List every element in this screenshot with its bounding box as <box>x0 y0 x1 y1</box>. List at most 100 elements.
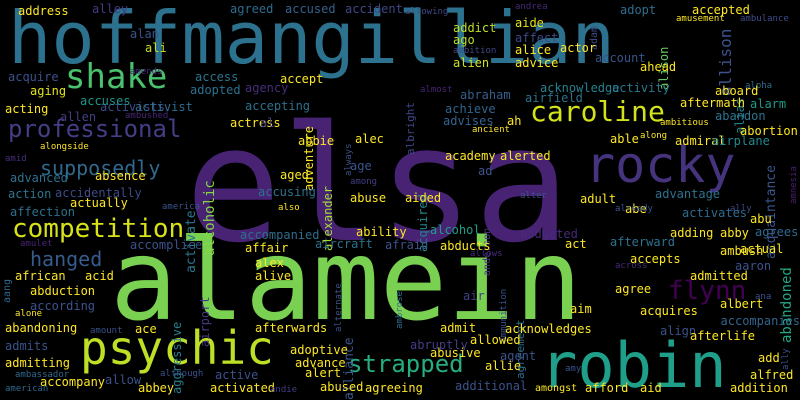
word-accompanies: accompanies <box>720 314 800 328</box>
word-amount: amount <box>90 326 123 336</box>
word-allow: allow <box>105 373 142 387</box>
word-abbie: abbie <box>298 134 335 148</box>
word-aided: aided <box>405 191 442 205</box>
word-strapped: strapped <box>348 350 464 378</box>
word-aircraft: aircraft <box>315 237 373 251</box>
word-alan: alan <box>130 27 159 41</box>
word-alfred: alfred <box>750 368 794 382</box>
word-although: although <box>160 369 204 379</box>
word-affair: affair <box>245 241 289 255</box>
word-amy: amy <box>565 364 582 374</box>
word-ancient: ancient <box>472 125 510 135</box>
word-almost: almost <box>420 85 453 95</box>
word-al: al <box>260 116 275 130</box>
word-abused: abused <box>320 380 364 394</box>
word-alter: alter <box>520 191 548 201</box>
word-aaron: aaron <box>735 259 772 273</box>
word-accusing: accusing <box>258 185 316 199</box>
word-abducts: abducts <box>440 239 491 253</box>
word-abbey: abbey <box>138 381 175 395</box>
word-agree: agree <box>615 282 652 296</box>
word-airport: airport <box>198 296 212 347</box>
word-academy: academy <box>445 149 496 163</box>
word-abuse: abuse <box>350 191 387 205</box>
word-accomplice: accomplice <box>130 238 203 252</box>
word-allows: allows <box>470 249 503 259</box>
word-access: access <box>195 70 239 84</box>
word-aim: aim <box>570 302 592 316</box>
word-act: act <box>565 237 587 251</box>
word-advanced: advanced <box>10 171 68 185</box>
word-also: also <box>278 203 300 213</box>
word-addict: addict <box>453 21 497 35</box>
word-ad: ad <box>478 164 493 178</box>
word-add: add <box>758 351 780 365</box>
word-accompany: accompany <box>40 375 106 389</box>
word-aid: aid <box>640 381 662 395</box>
word-additional: additional <box>455 379 528 393</box>
word-aide: aide <box>515 16 544 30</box>
word-acquires: acquires <box>640 304 698 318</box>
word-amulet: amulet <box>20 239 53 249</box>
word-abraham: abraham <box>460 88 511 102</box>
word-allen: allen <box>60 110 97 124</box>
word-alex: alex <box>255 256 284 270</box>
word-ago: ago <box>453 33 475 47</box>
word-alien: alien <box>453 56 490 70</box>
word-accept: accept <box>280 72 324 86</box>
word-robin: robin <box>540 329 727 400</box>
word-accuses: accuses <box>80 94 131 108</box>
word-american: american <box>5 384 49 394</box>
word-alcohol: alcohol <box>430 223 481 237</box>
word-aftermath: aftermath <box>680 96 746 110</box>
word-acid: acid <box>85 269 114 283</box>
word-shake: shake <box>65 57 168 97</box>
word-aging: aging <box>30 84 67 98</box>
word-albert: albert <box>720 297 764 311</box>
word-flynn: flynn <box>668 276 747 306</box>
word-activists: activists <box>100 100 166 114</box>
word-ambition: ambition <box>453 46 497 56</box>
word-agreeing: agreeing <box>365 381 423 395</box>
word-align: align <box>660 324 697 338</box>
word-activity: activity <box>612 81 670 95</box>
word-andie: andie <box>270 385 298 395</box>
word-allowed: allowed <box>470 333 521 347</box>
word-activates: activates <box>682 206 748 220</box>
word-actor: actor <box>560 41 597 55</box>
word-ambushed: ambushed <box>125 111 169 121</box>
word-america: america <box>162 202 200 212</box>
word-aboard: aboard <box>715 84 759 98</box>
word-abortion: abortion <box>740 124 798 138</box>
word-aang: aang <box>2 278 13 303</box>
word-allowing: allowing <box>405 7 449 17</box>
word-ally: ally <box>781 348 791 371</box>
word-agent: agent <box>500 349 537 363</box>
word-elsa: elsa <box>185 91 571 278</box>
word-hanged: hanged <box>30 247 103 271</box>
word-abu: abu <box>750 212 772 226</box>
word-accepts: accepts <box>630 252 681 266</box>
word-agrees: agrees <box>755 225 799 239</box>
word-advance: advance <box>295 356 346 370</box>
word-addition: addition <box>730 381 788 395</box>
word-alpha: alpha <box>745 81 773 91</box>
word-agreed: agreed <box>230 2 274 16</box>
word-alive: alive <box>255 269 292 283</box>
word-afraid: afraid <box>385 238 429 252</box>
word-acting: acting <box>5 102 49 116</box>
word-accidentally: accidentally <box>55 186 142 200</box>
word-alice: alice <box>515 43 552 57</box>
word-psychic: psychic <box>80 321 274 375</box>
word-afterlife: afterlife <box>690 329 756 343</box>
word-afterward: afterward <box>610 235 676 249</box>
word-actual: actual <box>740 242 784 256</box>
word-adopted: adopted <box>190 83 241 97</box>
word-hoffmangillian: hoffmangillian <box>8 0 615 80</box>
word-admitting: admitting <box>5 356 71 370</box>
word-acquire: acquire <box>8 70 59 84</box>
word-african: african <box>15 269 66 283</box>
word-abruptly: abruptly <box>410 338 468 352</box>
word-alarm: alarm <box>750 97 787 111</box>
word-airplane: airplane <box>712 134 770 148</box>
